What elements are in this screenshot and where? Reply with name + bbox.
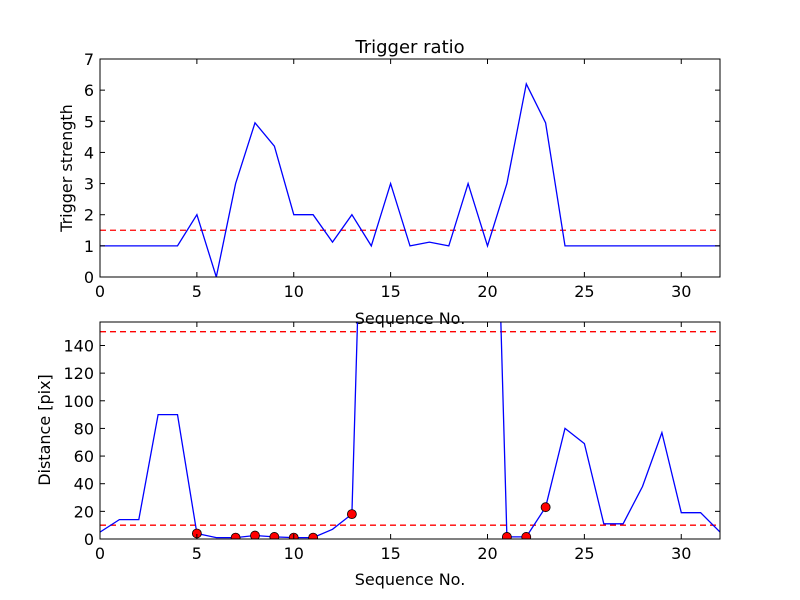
series-line — [100, 81, 720, 277]
y-tick-label: 0 — [84, 530, 94, 549]
y-tick-label: 4 — [84, 143, 94, 162]
y-tick-label: 40 — [74, 475, 94, 494]
data-point-marker — [501, 532, 512, 539]
data-point-marker — [521, 532, 532, 539]
x-tick-label: 20 — [477, 282, 497, 301]
x-ticks: 0 5 10 15 20 25 30 — [95, 322, 691, 563]
data-point-marker — [269, 532, 280, 539]
x-tick-label: 25 — [574, 282, 594, 301]
y-tick-label: 140 — [63, 336, 94, 355]
data-point-marker — [540, 502, 551, 513]
x-tick-label: 15 — [380, 282, 400, 301]
y-tick-label: 0 — [84, 268, 94, 287]
y-ticks: 0 1 2 3 4 5 6 7 — [84, 50, 720, 287]
x-tick-label: 30 — [671, 282, 691, 301]
x-tick-label: 10 — [284, 544, 304, 563]
series-line — [100, 322, 720, 539]
plot-frame — [99, 321, 721, 540]
x-tick-label: 15 — [380, 544, 400, 563]
data-point-marker — [346, 509, 357, 520]
y-axis-label: Distance [pix] — [35, 374, 54, 486]
data-point-marker — [308, 532, 319, 539]
y-tick-label: 60 — [74, 447, 94, 466]
x-tick-label: 10 — [284, 282, 304, 301]
x-tick-label: 0 — [95, 282, 105, 301]
y-tick-label: 5 — [84, 112, 94, 131]
y-tick-label: 3 — [84, 175, 94, 194]
distance-plot: 0 5 10 15 20 25 30 0 20 40 60 80 100 120 140 Sequence… — [35, 321, 721, 589]
x-axis-label: Sequence No. — [355, 309, 466, 328]
y-tick-label: 1 — [84, 237, 94, 256]
x-tick-label: 5 — [192, 544, 202, 563]
y-axis-label: Trigger strength — [57, 104, 76, 233]
trigger-ratio-plot: Trigger ratio 0 5 10 15 20 25 30 0 1 2 3 4 5 6 7 Sequ… — [57, 37, 721, 328]
x-ticks: 0 5 10 15 20 25 30 — [95, 59, 691, 301]
data-point-marker — [250, 530, 260, 539]
plot-area — [100, 81, 720, 277]
x-tick-label: 30 — [671, 544, 691, 563]
y-tick-label: 2 — [84, 206, 94, 225]
y-tick-label: 120 — [63, 364, 94, 383]
data-point-marker — [230, 532, 241, 539]
y-ticks: 0 20 40 60 80 100 120 140 — [63, 336, 720, 549]
x-tick-label: 0 — [95, 544, 105, 563]
plot-area — [100, 322, 720, 539]
x-tick-label: 5 — [192, 282, 202, 301]
x-tick-label: 25 — [574, 544, 594, 563]
y-tick-label: 20 — [74, 502, 94, 521]
y-tick-label: 6 — [84, 81, 94, 100]
plot-frame — [99, 58, 721, 278]
chart-title: Trigger ratio — [354, 37, 464, 58]
y-tick-label: 7 — [84, 50, 94, 69]
x-axis-label: Sequence No. — [355, 570, 466, 589]
x-tick-label: 20 — [477, 544, 497, 563]
y-tick-label: 80 — [74, 419, 94, 438]
y-tick-label: 100 — [63, 392, 94, 411]
